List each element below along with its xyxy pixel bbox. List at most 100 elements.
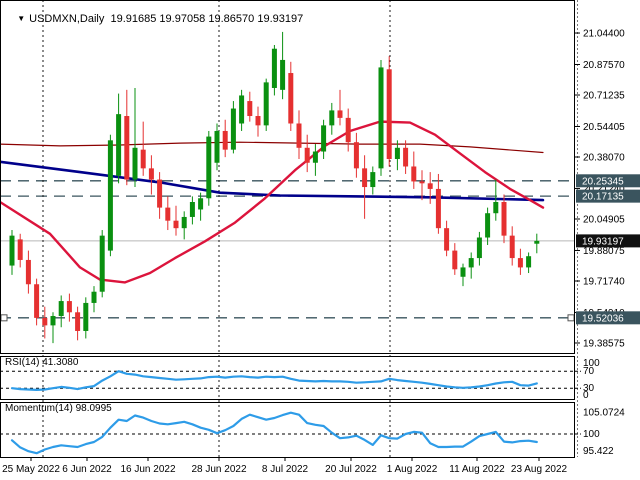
candle (263, 78, 269, 131)
candle (124, 89, 130, 186)
candle (362, 155, 368, 219)
candle (321, 119, 327, 160)
candle (198, 192, 204, 221)
candle (304, 134, 310, 173)
symbol-period-label: USDMXN,Daily (29, 13, 105, 25)
candle (255, 106, 261, 137)
level-anchor-square[interactable] (0, 314, 8, 322)
candle-body (526, 256, 532, 268)
last-price-tag-text: 19.93197 (582, 236, 624, 247)
candle-body (329, 110, 335, 126)
candle (427, 172, 433, 204)
level-anchor-square[interactable] (567, 314, 575, 322)
candle-body (132, 147, 138, 180)
candle-body (353, 142, 359, 169)
candle (206, 130, 212, 206)
level-price-tag-text: 20.25345 (582, 176, 624, 187)
ma-fast-crimson (0, 120, 545, 284)
candle (460, 263, 466, 287)
price-axis-label: 19.88075 (583, 246, 625, 257)
time-axis-label: 8 Jul 2022 (262, 464, 309, 475)
candle (107, 134, 113, 257)
ma-flat-maroon (0, 141, 544, 154)
candle (91, 286, 97, 313)
candle-body (394, 147, 400, 160)
time-axis-label: 20 Jul 2022 (325, 464, 377, 475)
price-axis-label: 20.04905 (583, 215, 625, 226)
momentum-axis-label: 105.0724 (583, 408, 625, 419)
candle (534, 233, 540, 254)
ohlc-open: 19.91685 (110, 13, 157, 25)
candle (312, 144, 318, 176)
candle (75, 306, 81, 341)
candle-body (165, 207, 171, 221)
candle (353, 132, 359, 178)
candle (280, 31, 286, 100)
candle (411, 151, 417, 189)
time-axis[interactable]: 25 May 2022 6 Jun 2022 16 Jun 2022 28 Jun 2… (2, 457, 568, 475)
level-price-tag-bg (576, 189, 640, 203)
momentum-name: Momentum(14) (5, 403, 73, 414)
candle-body (534, 240, 540, 244)
candle (173, 205, 179, 236)
candle-body (501, 201, 507, 236)
candle (345, 108, 351, 152)
pane-border (0, 356, 575, 400)
candle (116, 93, 122, 184)
candle (526, 252, 532, 274)
candle (34, 278, 40, 326)
rsi-value: 41.3080 (42, 357, 79, 368)
candle-body (435, 188, 441, 229)
rsi-pane-title: RSI(14) 41.3080 (5, 357, 78, 368)
candle-body (460, 267, 466, 277)
pane-border (0, 0, 575, 354)
candle (140, 121, 146, 176)
candle (288, 61, 294, 131)
candle (83, 297, 89, 339)
ma-slow-navy (0, 160, 545, 202)
price-axis-label: 20.21240 (583, 184, 625, 195)
candle (50, 312, 56, 344)
time-axis-label: 28 Jun 2022 (191, 464, 246, 475)
time-axis-label: 25 May 2022 (2, 464, 60, 475)
price-axis-label: 20.38070 (583, 153, 625, 164)
ohlc-high: 19.97058 (159, 13, 206, 25)
candle-body (263, 82, 269, 126)
candle-body (99, 235, 105, 292)
candle-body (386, 69, 392, 160)
candle (247, 91, 253, 122)
candle (403, 140, 409, 174)
candle-body (476, 237, 482, 259)
time-axis-label: 23 Aug 2022 (511, 464, 568, 475)
candle-body (157, 179, 163, 208)
candle (296, 110, 302, 160)
candle-body (362, 168, 368, 188)
time-axis-label: 16 Jun 2022 (120, 464, 175, 475)
candle-body (198, 198, 204, 210)
candle (501, 194, 507, 244)
momentum-axis-label: 95.422 (583, 446, 614, 457)
candle (370, 166, 376, 195)
candle-body (58, 301, 64, 317)
candle-body (444, 228, 450, 251)
price-axis-label: 20.54405 (583, 122, 625, 133)
candle (17, 233, 23, 268)
chart-title-bar: ▼ USDMXN,Daily 19.91685 19.97058 19.86570… (5, 1, 303, 37)
rsi-line (10, 370, 538, 391)
last-price-tag-bg (576, 234, 640, 248)
level-price-tag-text: 19.52036 (582, 313, 624, 324)
candle-body (378, 67, 384, 169)
chart-dropdown-icon[interactable]: ▼ (17, 14, 26, 23)
candle (378, 59, 384, 176)
candle (394, 140, 400, 171)
candle-body (255, 116, 261, 126)
candle (517, 248, 523, 275)
candle (214, 123, 220, 171)
momentum-axis[interactable]: 105.0724 100 95.422 (575, 408, 625, 457)
candle-body (148, 168, 154, 180)
candle-body (517, 258, 523, 268)
candle (468, 252, 474, 279)
candle (271, 44, 277, 96)
